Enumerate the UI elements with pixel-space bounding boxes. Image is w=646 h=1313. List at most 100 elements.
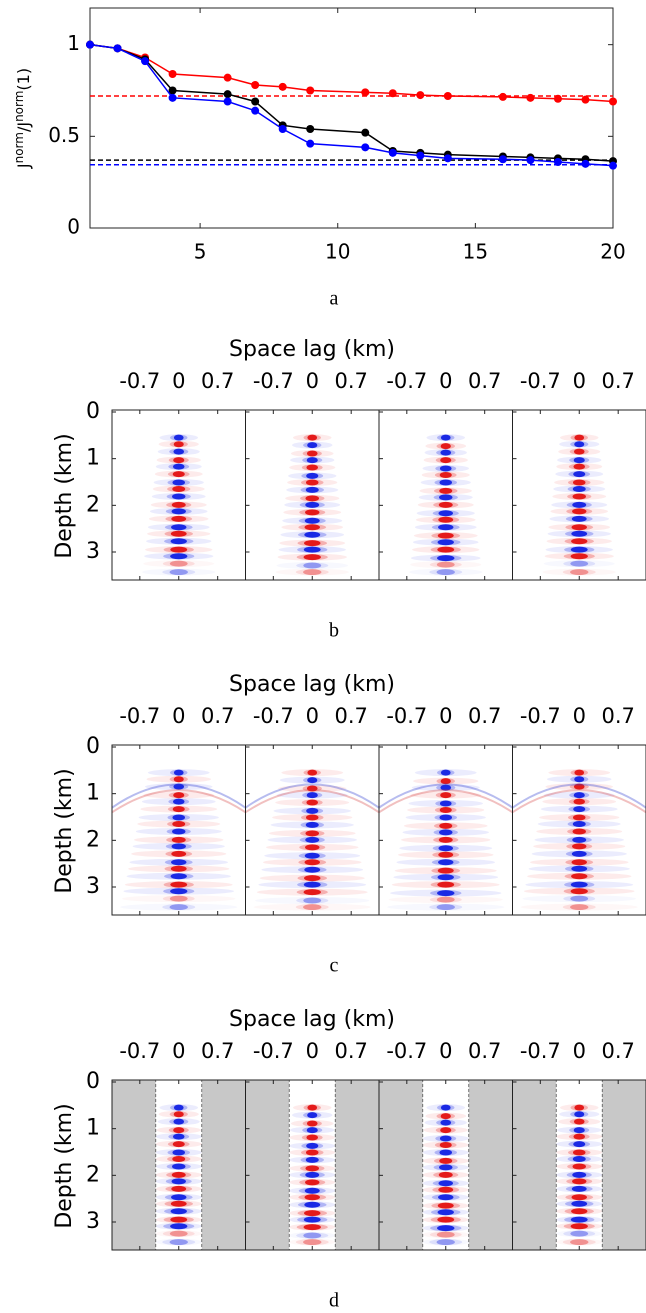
- x-tick-label: 0: [172, 369, 185, 393]
- arc: [245, 783, 379, 809]
- event: [572, 821, 586, 827]
- event: [162, 560, 195, 567]
- event: [438, 859, 454, 866]
- data-point: [609, 161, 617, 170]
- data-point: [306, 139, 315, 148]
- x-tick-label: 0.7: [201, 1039, 234, 1063]
- event: [303, 1239, 322, 1246]
- event: [162, 1239, 196, 1246]
- event: [305, 1165, 320, 1172]
- gather-content: [379, 769, 513, 911]
- data-point: [581, 159, 590, 168]
- x-tick-label: -0.7: [520, 369, 561, 393]
- event: [440, 1113, 451, 1120]
- event: [436, 904, 455, 911]
- event: [170, 1200, 187, 1207]
- event: [574, 1104, 585, 1111]
- event: [440, 1119, 452, 1126]
- event: [573, 798, 586, 805]
- event: [173, 1127, 185, 1134]
- event: [571, 859, 587, 866]
- event: [305, 495, 320, 502]
- event: [173, 448, 185, 455]
- event: [304, 852, 320, 859]
- event: [162, 895, 195, 902]
- event: [429, 896, 462, 903]
- event: [562, 1239, 596, 1246]
- data-point: [223, 97, 232, 106]
- event: [170, 530, 187, 537]
- event: [439, 829, 453, 836]
- event: [306, 1127, 318, 1134]
- y-axis-label-part: norm: [12, 91, 26, 122]
- event: [572, 1171, 587, 1178]
- event: [172, 1149, 186, 1156]
- data-point: [416, 151, 425, 160]
- event: [172, 463, 185, 470]
- event: [303, 569, 322, 576]
- x-tick-label: -0.7: [119, 1039, 160, 1063]
- event: [173, 792, 185, 799]
- y-tick-label: 0: [86, 399, 100, 424]
- event: [439, 1149, 453, 1156]
- data-point: [416, 91, 425, 100]
- event: [436, 561, 455, 568]
- event: [306, 464, 319, 471]
- event: [438, 1171, 453, 1178]
- y-tick-label: 0: [86, 734, 100, 759]
- data-point: [388, 89, 397, 98]
- event: [573, 471, 586, 478]
- x-tick-label: 0.7: [468, 1039, 501, 1063]
- event: [437, 555, 455, 562]
- event: [305, 501, 320, 508]
- event: [571, 1200, 588, 1207]
- event: [295, 904, 329, 911]
- event: [172, 486, 186, 492]
- event: [173, 1104, 184, 1111]
- event: [571, 1194, 587, 1201]
- data-point: [141, 57, 150, 66]
- data-point: [278, 82, 287, 91]
- event: [170, 881, 188, 888]
- x-tick-label: 0.7: [601, 369, 634, 393]
- arc: [112, 789, 246, 814]
- event: [306, 450, 318, 457]
- x-tick-label: -0.7: [520, 704, 561, 728]
- event: [429, 1231, 462, 1238]
- event: [570, 1239, 589, 1246]
- event: [171, 836, 186, 843]
- event: [574, 776, 585, 783]
- event: [436, 1231, 455, 1238]
- event: [438, 845, 454, 852]
- data-point: [113, 44, 122, 53]
- event: [307, 1112, 318, 1119]
- event: [440, 434, 451, 441]
- event: [172, 828, 186, 835]
- event: [162, 1230, 195, 1237]
- x-tick-label: 0.7: [601, 704, 634, 728]
- event: [437, 867, 454, 874]
- event: [305, 1179, 320, 1186]
- event: [439, 1157, 453, 1164]
- gather-image: [379, 769, 513, 911]
- event: [572, 828, 586, 835]
- event: [440, 784, 452, 791]
- event: [438, 851, 454, 858]
- event: [572, 479, 586, 486]
- event: [572, 1149, 586, 1156]
- arc: [512, 789, 646, 814]
- gather-content: [112, 769, 246, 911]
- event: [429, 561, 462, 568]
- event: [171, 508, 186, 515]
- x-tick-label: 0: [573, 1039, 586, 1063]
- event: [440, 1104, 451, 1111]
- y-tick-label: 1: [67, 31, 80, 55]
- y-tick-label: 1: [86, 1116, 100, 1141]
- gather-content: [544, 434, 614, 576]
- event: [295, 1239, 329, 1246]
- x-tick-label: -0.7: [386, 369, 427, 393]
- gather-content: [512, 1080, 646, 1250]
- event: [429, 569, 463, 576]
- event: [305, 479, 319, 486]
- data-point: [388, 148, 397, 157]
